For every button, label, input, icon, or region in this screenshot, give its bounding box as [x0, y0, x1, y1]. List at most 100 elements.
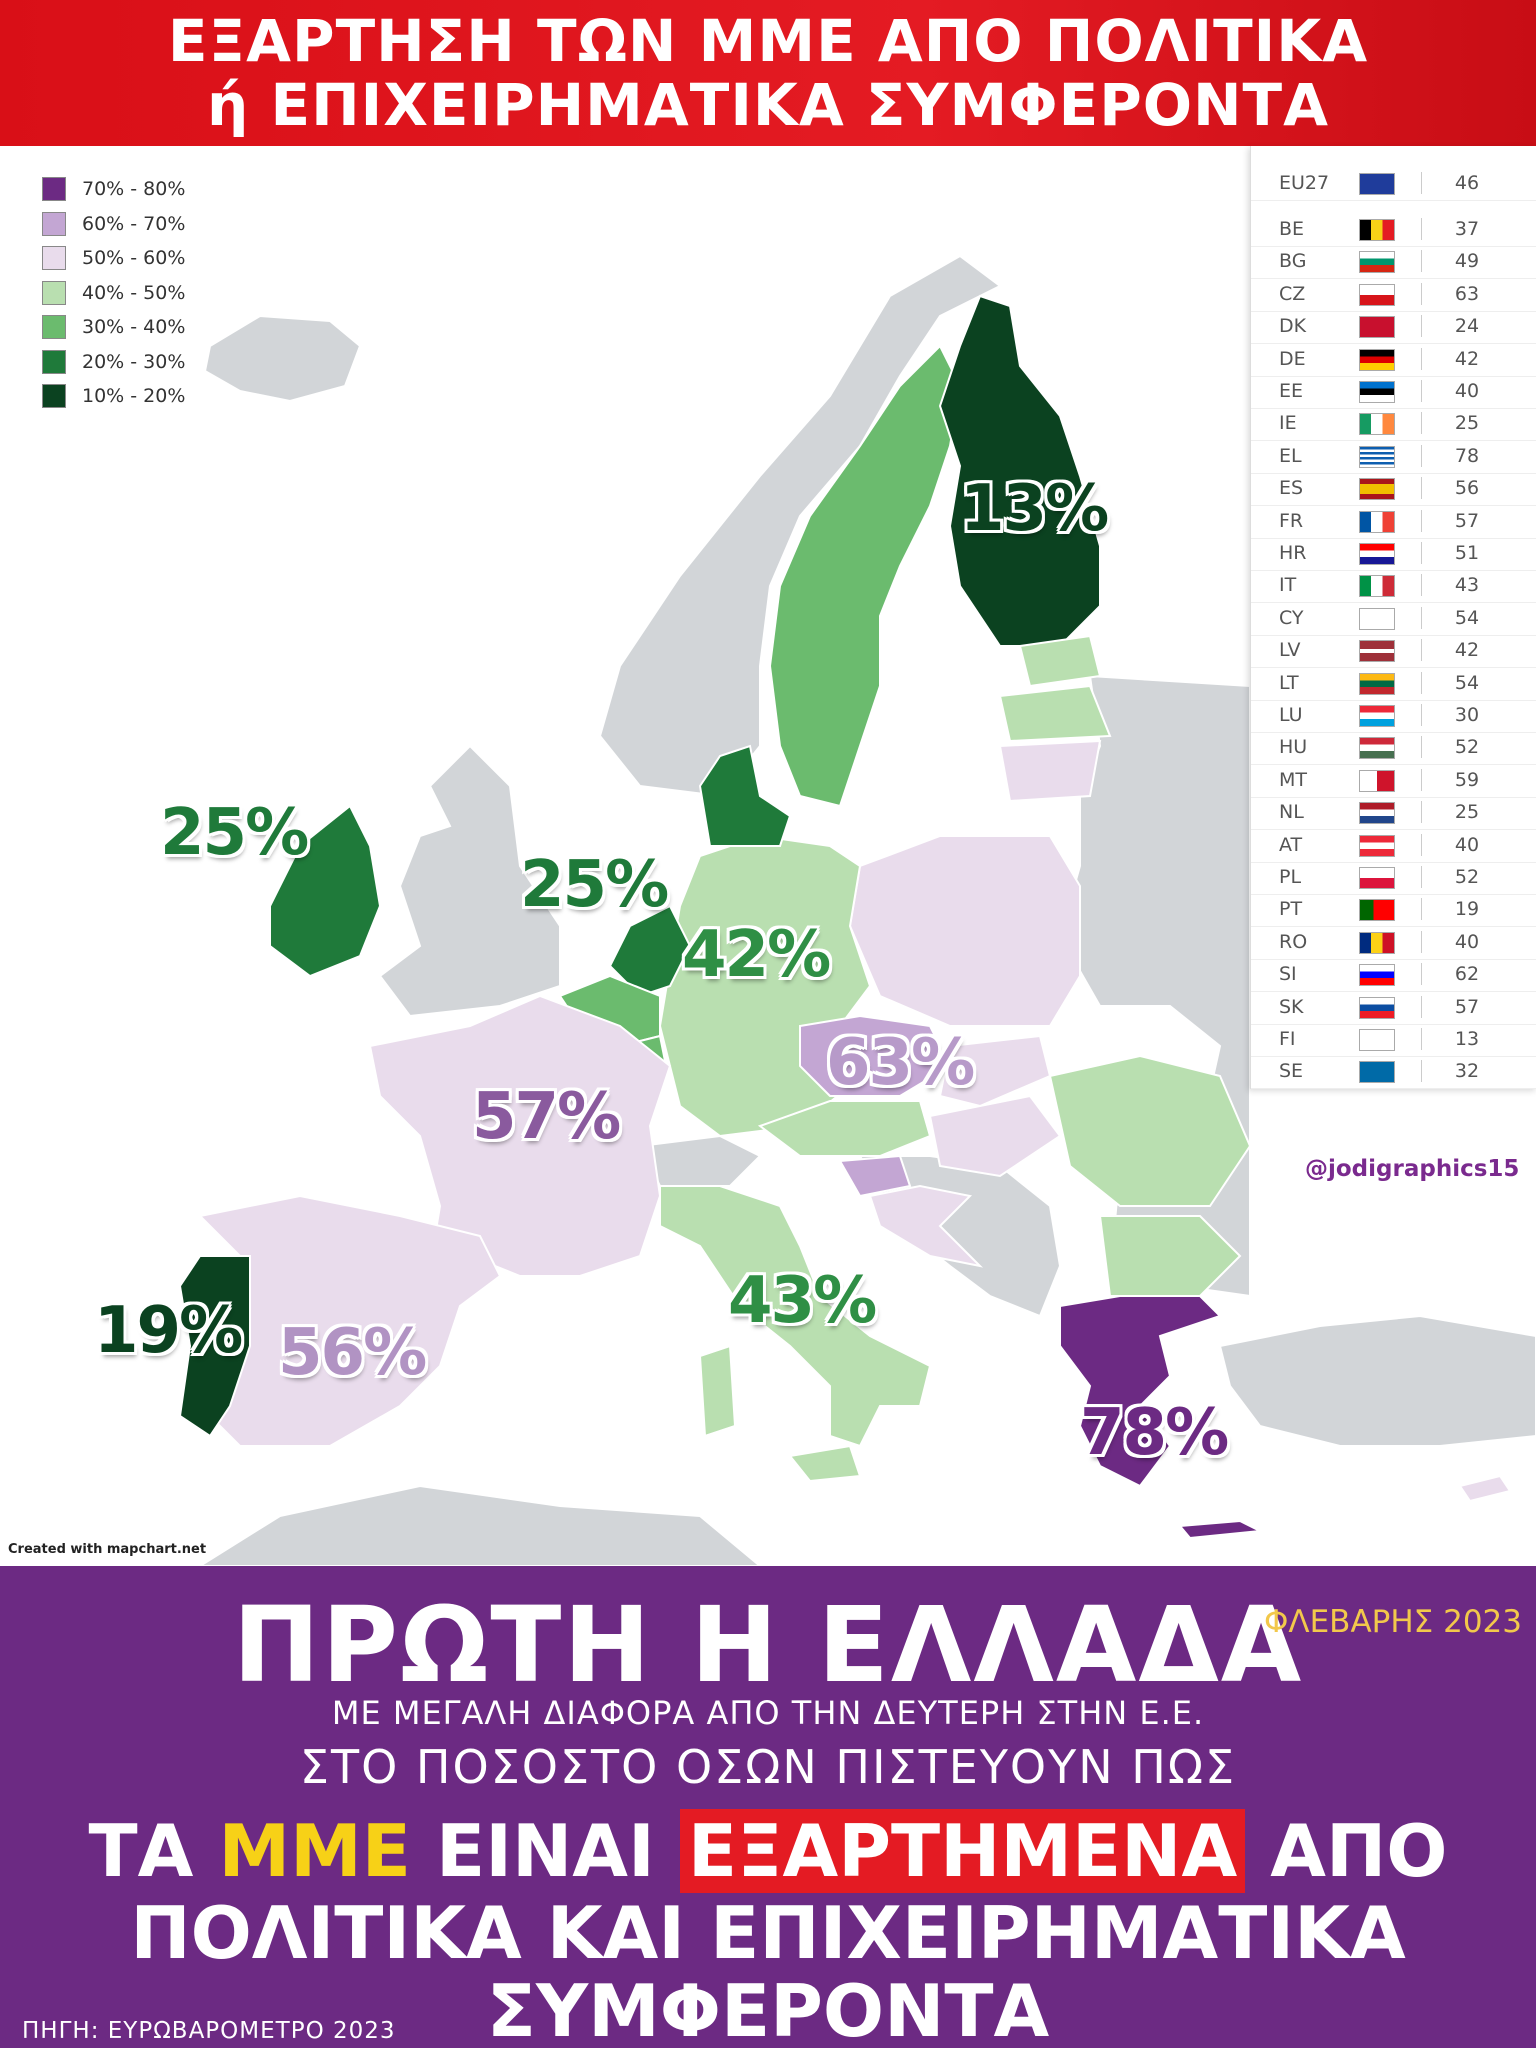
- country-code: HU: [1279, 736, 1308, 759]
- legend-item: 10% - 20%: [42, 379, 185, 414]
- footer-subtitle-2: ΣΤΟ ΠΟΣΟΣΤΟ ΟΣΩΝ ΠΙΣΤΕΥΟΥΝ ΠΩΣ: [299, 1740, 1237, 1794]
- country-code: ES: [1279, 477, 1304, 500]
- portugal-shape: [178, 1255, 251, 1438]
- country-value: 25: [1421, 412, 1512, 435]
- country-value: 46: [1421, 172, 1512, 194]
- legend-item: 70% - 80%: [42, 172, 185, 207]
- country-value: 54: [1421, 671, 1512, 694]
- country-value: 54: [1421, 606, 1512, 629]
- country-value: 40: [1421, 930, 1512, 953]
- iceland-shape: [203, 314, 362, 403]
- hr-flag-icon: [1359, 543, 1395, 565]
- legend-swatch: [42, 384, 66, 409]
- table-row: IE 25: [1251, 408, 1536, 442]
- austria-shape: [757, 1100, 932, 1157]
- country-value: 52: [1421, 736, 1512, 759]
- table-row: EE 40: [1251, 376, 1536, 409]
- legend-swatch: [42, 211, 66, 236]
- table-row: AT 40: [1251, 830, 1536, 863]
- country-value: 52: [1421, 866, 1512, 888]
- cy-flag-icon: [1359, 607, 1395, 630]
- table-row: MT 59: [1251, 765, 1536, 798]
- table-row: RO 40: [1251, 927, 1536, 960]
- country-code: BE: [1279, 218, 1305, 240]
- hu-flag-icon: [1359, 737, 1395, 760]
- table-row: HR 51: [1251, 538, 1536, 571]
- north-africa-shape: [198, 1484, 762, 1566]
- mt-flag-icon: [1359, 769, 1395, 792]
- footer-headline: ΠΡΩΤΗ Η ΕΛΛΑΔΑ: [232, 1584, 1304, 1706]
- table-row: SK 57: [1251, 992, 1536, 1025]
- country-code: PL: [1279, 866, 1302, 888]
- country-value: 63: [1421, 282, 1512, 305]
- label-spain: 56%: [278, 1316, 427, 1390]
- footer-date: ΦΛΕΒΑΡΗΣ 2023: [1263, 1604, 1522, 1640]
- table-row: DK 24: [1251, 311, 1536, 345]
- eu-flag-icon: [1359, 173, 1395, 195]
- country-code: FR: [1279, 509, 1304, 532]
- country-value: 42: [1421, 639, 1512, 662]
- table-row: ES 56: [1251, 473, 1536, 507]
- country-value: 25: [1421, 801, 1512, 824]
- legend-label: 20% - 30%: [82, 350, 186, 373]
- pl-flag-icon: [1359, 867, 1395, 889]
- footer-panel: ΠΡΩΤΗ Η ΕΛΛΑΔΑ ΦΛΕΒΑΡΗΣ 2023 ΜΕ ΜΕΓΑΛΗ Δ…: [0, 1566, 1536, 2053]
- country-code: LU: [1279, 704, 1303, 726]
- country-code: SE: [1279, 1060, 1304, 1083]
- country-value: 59: [1421, 768, 1512, 791]
- title-line-2: ή ΕΠΙΧΕΙΡΗΜΑΤΙΚΑ ΣΥΜΦΕΡΟΝΤΑ: [206, 71, 1330, 139]
- denmark-shape: [698, 744, 792, 847]
- country-code: AT: [1279, 833, 1303, 856]
- es-flag-icon: [1359, 478, 1395, 501]
- country-code: RO: [1279, 930, 1308, 953]
- country-code: IT: [1279, 574, 1297, 597]
- country-value: 57: [1421, 509, 1512, 532]
- country-code: HR: [1279, 542, 1307, 564]
- uk-shape: [378, 744, 561, 1018]
- country-code: MT: [1279, 768, 1307, 791]
- source-note: ΠΗΓΗ: ΕΥΡΩΒΑΡΟΜΕΤΡΟ 2023: [22, 2018, 396, 2044]
- table-row: LT 54: [1251, 668, 1536, 701]
- cz-flag-icon: [1359, 283, 1395, 306]
- country-code: FI: [1279, 1028, 1296, 1050]
- legend-item: 60% - 70%: [42, 207, 185, 242]
- legend-label: 70% - 80%: [82, 178, 186, 201]
- country-code: PT: [1279, 898, 1303, 921]
- map-legend: 70% - 80% 60% - 70% 50% - 60% 40% - 50% 30% …: [42, 172, 185, 414]
- romania-shape: [1048, 1054, 1252, 1207]
- legend-label: 50% - 60%: [82, 247, 186, 270]
- sk-flag-icon: [1359, 996, 1395, 1019]
- country-values-table: EU27 46 BE 37 BG 49 CZ 63 DK 24 DE 42 EE 40 IE 25 EL 78 ES…: [1250, 146, 1536, 1090]
- statement-mme: ΜΜΕ: [218, 1809, 411, 1893]
- footer-statement-line-1: ΤΑ ΜΜΕ ΕΙΝΑΙ ΕΞΑΡΤΗΜΕΝΑ ΑΠΟ: [0, 1809, 1536, 1893]
- poland-shape: [848, 835, 1081, 1027]
- country-value: 40: [1421, 833, 1512, 856]
- table-row: PL 52: [1251, 862, 1536, 895]
- table-row: HU 52: [1251, 732, 1536, 766]
- author-handle: @jodigraphics15: [1305, 1156, 1520, 1182]
- latvia-shape: [998, 684, 1112, 743]
- crete-shape: [1178, 1519, 1264, 1540]
- label-finland: 13%: [960, 472, 1109, 546]
- ee-flag-icon: [1359, 381, 1395, 403]
- sicily-shape: [788, 1444, 862, 1483]
- label-portugal: 19%: [94, 1294, 243, 1368]
- country-value: 40: [1421, 380, 1512, 402]
- legend-item: 40% - 50%: [42, 276, 185, 311]
- table-row: BE 37: [1251, 214, 1536, 247]
- country-value: 42: [1421, 347, 1512, 370]
- label-czechia: 63%: [826, 1026, 975, 1100]
- table-row: CZ 63: [1251, 279, 1536, 312]
- table-row: DE 42: [1251, 344, 1536, 377]
- fi-flag-icon: [1359, 1029, 1395, 1051]
- country-code: DE: [1279, 347, 1306, 370]
- norway-shape: [598, 254, 1002, 798]
- table-row: CY 54: [1251, 603, 1536, 636]
- footer-statement-line-3: ΣΥΜΦΕΡΟΝΤΑ: [486, 1969, 1050, 2053]
- croatia-shape: [868, 1184, 984, 1268]
- table-row: LV 42: [1251, 635, 1536, 669]
- hungary-shape: [928, 1094, 1062, 1178]
- europe-map: 70% - 80% 60% - 70% 50% - 60% 40% - 50% 30% …: [0, 146, 1536, 1566]
- country-code: IE: [1279, 412, 1297, 435]
- pt-flag-icon: [1359, 899, 1395, 922]
